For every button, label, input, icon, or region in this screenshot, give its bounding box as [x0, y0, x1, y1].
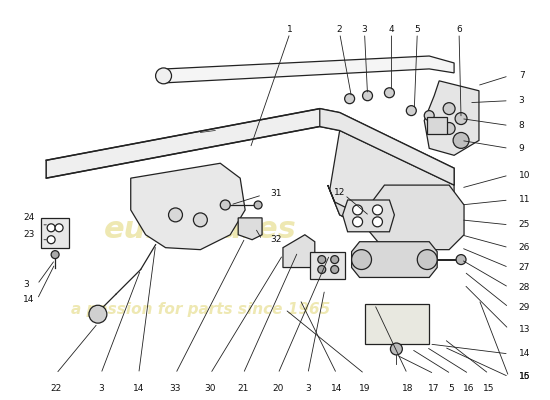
Text: 33: 33	[170, 384, 182, 393]
Text: 12: 12	[334, 188, 345, 196]
Text: 5: 5	[448, 384, 454, 393]
Circle shape	[156, 68, 172, 84]
Text: 21: 21	[238, 384, 249, 393]
Polygon shape	[343, 200, 394, 232]
Circle shape	[47, 224, 55, 232]
Circle shape	[221, 200, 230, 210]
FancyBboxPatch shape	[310, 252, 345, 280]
Text: 3: 3	[519, 96, 525, 105]
Circle shape	[443, 122, 455, 134]
Text: 13: 13	[519, 324, 530, 334]
Text: 28: 28	[519, 283, 530, 292]
Text: 14: 14	[331, 384, 342, 393]
Circle shape	[89, 305, 107, 323]
Circle shape	[47, 236, 55, 244]
Circle shape	[345, 94, 355, 104]
Text: 3: 3	[305, 384, 311, 393]
Text: 27: 27	[519, 263, 530, 272]
Text: 15: 15	[483, 384, 494, 393]
Circle shape	[351, 250, 371, 270]
Polygon shape	[320, 109, 454, 185]
Polygon shape	[329, 130, 454, 240]
Polygon shape	[283, 235, 315, 268]
Polygon shape	[166, 56, 454, 83]
Text: 8: 8	[519, 121, 525, 130]
Circle shape	[168, 208, 183, 222]
Text: 6: 6	[456, 25, 462, 34]
Text: 5: 5	[414, 25, 420, 34]
Circle shape	[453, 132, 469, 148]
Polygon shape	[365, 304, 429, 344]
Circle shape	[353, 217, 362, 227]
Text: 1: 1	[287, 25, 293, 34]
Text: 7: 7	[519, 71, 525, 80]
Text: 24: 24	[23, 213, 35, 222]
Circle shape	[456, 255, 466, 264]
Polygon shape	[328, 185, 454, 240]
Polygon shape	[238, 218, 262, 240]
Circle shape	[362, 91, 372, 101]
Text: 11: 11	[519, 196, 530, 204]
Circle shape	[443, 103, 455, 114]
Text: 3: 3	[98, 384, 104, 393]
Text: eurospares: eurospares	[104, 215, 297, 244]
Circle shape	[384, 88, 394, 98]
Text: 31: 31	[270, 188, 282, 198]
Circle shape	[353, 205, 362, 215]
Text: 19: 19	[359, 384, 370, 393]
Text: 2: 2	[337, 25, 343, 34]
Polygon shape	[131, 163, 245, 250]
Text: 20: 20	[272, 384, 284, 393]
Polygon shape	[424, 81, 479, 155]
Text: 23: 23	[23, 230, 35, 239]
Circle shape	[372, 217, 382, 227]
Text: 9: 9	[519, 144, 525, 153]
Text: 16: 16	[463, 384, 475, 393]
Circle shape	[390, 343, 403, 355]
Circle shape	[372, 205, 382, 215]
Circle shape	[417, 250, 437, 270]
Circle shape	[55, 224, 63, 232]
Text: 14: 14	[23, 295, 35, 304]
Text: 3: 3	[23, 280, 29, 289]
Circle shape	[455, 113, 467, 124]
Circle shape	[51, 251, 59, 258]
Circle shape	[318, 256, 326, 264]
Text: 10: 10	[519, 171, 530, 180]
Circle shape	[318, 266, 326, 274]
Polygon shape	[46, 109, 454, 185]
Circle shape	[331, 266, 339, 274]
Text: 17: 17	[428, 384, 440, 393]
Text: 29: 29	[519, 303, 530, 312]
Text: 25: 25	[519, 220, 530, 229]
FancyBboxPatch shape	[427, 116, 447, 134]
Polygon shape	[351, 242, 437, 278]
Circle shape	[406, 106, 416, 116]
Text: 26: 26	[519, 243, 530, 252]
Polygon shape	[370, 185, 464, 250]
Circle shape	[194, 213, 207, 227]
Text: 14: 14	[519, 350, 530, 358]
Polygon shape	[41, 218, 69, 248]
Text: 16: 16	[519, 372, 530, 381]
Circle shape	[254, 201, 262, 209]
Text: 4: 4	[389, 25, 394, 34]
Text: a passion for parts since 1965: a passion for parts since 1965	[71, 302, 330, 317]
Circle shape	[424, 111, 434, 120]
Text: 22: 22	[51, 384, 62, 393]
Text: 3: 3	[362, 25, 367, 34]
Text: 15: 15	[519, 372, 530, 381]
Circle shape	[331, 256, 339, 264]
Text: 18: 18	[402, 384, 413, 393]
Text: 30: 30	[205, 384, 216, 393]
Text: 14: 14	[133, 384, 145, 393]
Text: 32: 32	[270, 235, 282, 244]
